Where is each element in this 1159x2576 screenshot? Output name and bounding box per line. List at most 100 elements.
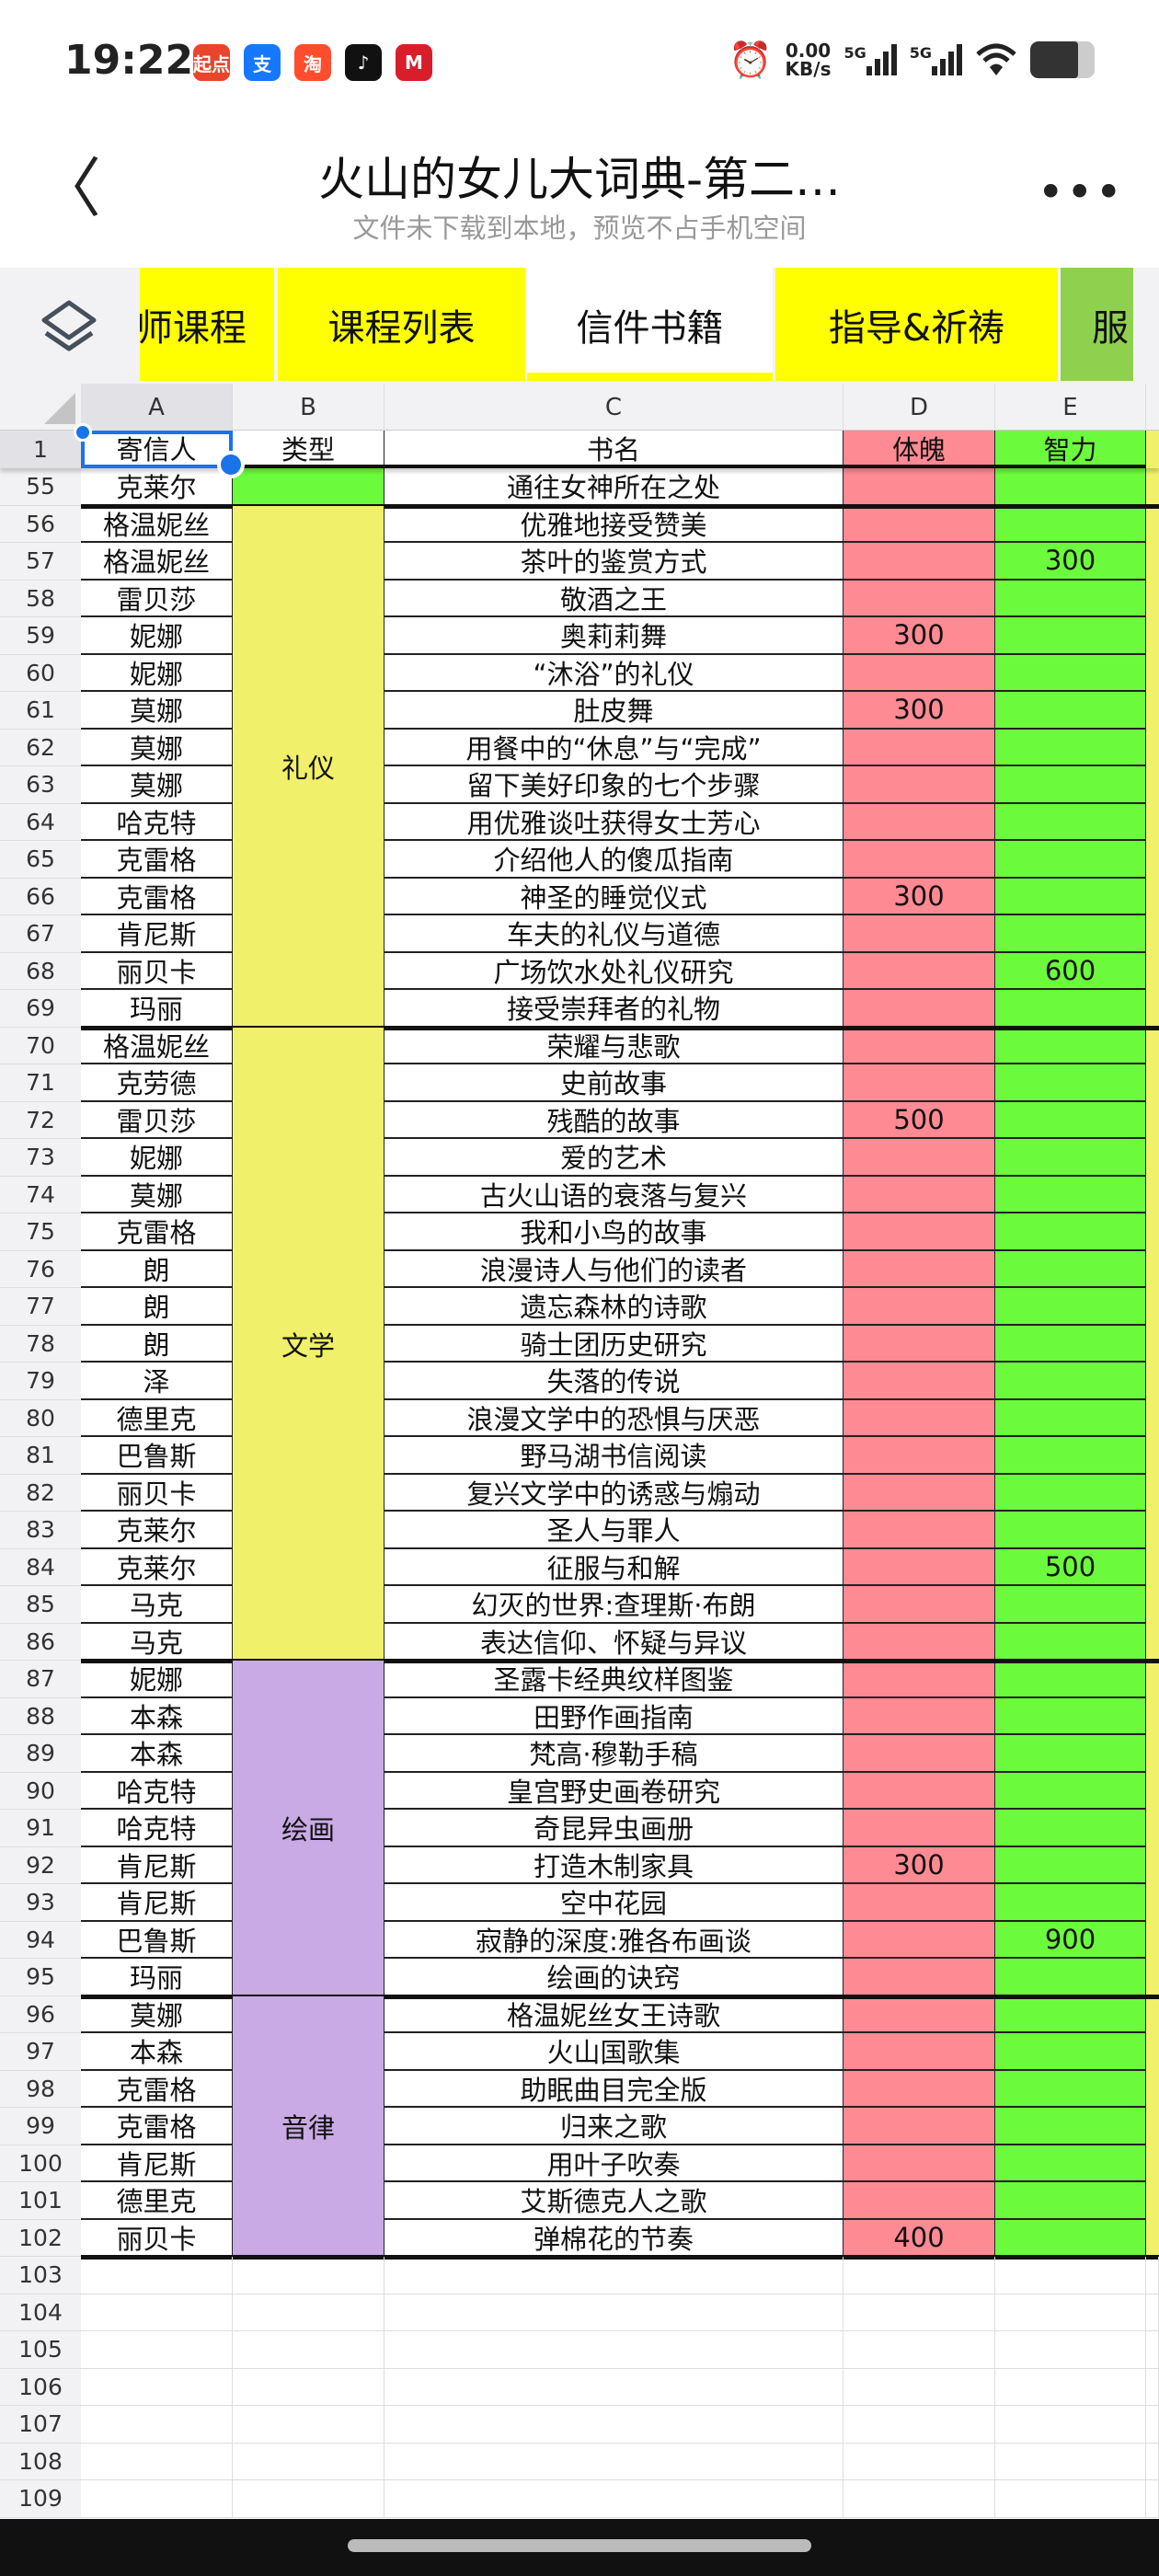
sender-cell[interactable]: 朗 — [81, 1325, 233, 1363]
empty-cell[interactable] — [1146, 2294, 1159, 2331]
empty-cell[interactable] — [384, 2368, 843, 2406]
title-cell[interactable]: 残酷的故事 — [384, 1101, 843, 1139]
sheet-tab[interactable]: 师课程 — [140, 268, 274, 381]
stamina-cell[interactable] — [843, 1139, 995, 1177]
title-cell[interactable]: 寂静的深度:雅各布画谈 — [384, 1921, 843, 1959]
sender-cell[interactable]: 哈克特 — [81, 1772, 233, 1810]
title-cell[interactable]: 梵高·穆勒手稿 — [384, 1735, 843, 1773]
intellect-cell[interactable] — [995, 841, 1146, 879]
row-header[interactable]: 56 — [0, 505, 81, 543]
empty-cell[interactable] — [995, 2406, 1146, 2444]
sender-cell[interactable]: 肯尼斯 — [81, 915, 233, 953]
row-header[interactable]: 99 — [0, 2108, 81, 2145]
column-header-B[interactable]: B — [233, 384, 384, 431]
intellect-cell[interactable] — [995, 1995, 1146, 2033]
column-header-E[interactable]: E — [995, 384, 1146, 431]
sender-cell[interactable]: 德里克 — [81, 2182, 233, 2220]
sender-cell[interactable]: 巴鲁斯 — [81, 1437, 233, 1475]
empty-cell[interactable] — [1146, 2406, 1159, 2444]
intellect-cell[interactable]: 500 — [995, 1548, 1146, 1586]
sender-cell[interactable]: 马克 — [81, 1586, 233, 1624]
sender-cell[interactable]: 丽贝卡 — [81, 952, 233, 990]
title-cell[interactable]: 弹棉花的节奏 — [384, 2219, 843, 2257]
sender-cell[interactable]: 本森 — [81, 2033, 233, 2071]
title-cell[interactable]: 表达信仰、怀疑与异议 — [384, 1623, 843, 1661]
title-cell[interactable]: 优雅地接受赞美 — [384, 505, 843, 543]
row-header[interactable]: 85 — [0, 1586, 81, 1624]
column-header-D[interactable]: D — [843, 384, 995, 431]
sender-cell[interactable]: 丽贝卡 — [81, 2219, 233, 2257]
stamina-cell[interactable] — [843, 1548, 995, 1586]
row-header[interactable]: 100 — [0, 2145, 81, 2182]
stamina-cell[interactable] — [843, 2033, 995, 2071]
title-cell[interactable]: 用叶子吹奏 — [384, 2145, 843, 2182]
row-header[interactable]: 77 — [0, 1288, 81, 1326]
stamina-cell[interactable] — [843, 1176, 995, 1213]
intellect-cell[interactable] — [995, 692, 1146, 730]
intellect-cell[interactable] — [995, 1959, 1146, 1996]
select-all-corner[interactable] — [0, 384, 81, 431]
row-header[interactable]: 69 — [0, 990, 81, 1028]
empty-cell[interactable] — [233, 2294, 384, 2331]
row-header[interactable]: 59 — [0, 617, 81, 655]
row-header[interactable]: 76 — [0, 1250, 81, 1288]
selection-handle-bottom[interactable] — [217, 451, 245, 478]
row-header[interactable]: 102 — [0, 2219, 81, 2257]
intellect-cell[interactable] — [995, 2145, 1146, 2182]
intellect-cell[interactable]: 900 — [995, 1921, 1146, 1959]
title-cell[interactable]: 肚皮舞 — [384, 692, 843, 730]
type-group-cell[interactable]: 绘画 — [233, 1661, 384, 1996]
intellect-cell[interactable] — [995, 878, 1146, 915]
intellect-cell[interactable] — [995, 729, 1146, 766]
intellect-cell[interactable] — [995, 1697, 1146, 1735]
sheet-tab[interactable]: 信件书籍 — [527, 268, 773, 381]
title-cell[interactable]: 艾斯德克人之歌 — [384, 2182, 843, 2220]
row-header[interactable]: 97 — [0, 2033, 81, 2071]
stamina-cell[interactable] — [843, 766, 995, 804]
title-cell[interactable]: 接受崇拜者的礼物 — [384, 990, 843, 1028]
row-header[interactable]: 94 — [0, 1921, 81, 1959]
empty-cell[interactable] — [843, 2257, 995, 2294]
sender-cell[interactable]: 德里克 — [81, 1399, 233, 1437]
row-header[interactable]: 66 — [0, 878, 81, 915]
empty-cell[interactable] — [81, 2331, 233, 2369]
intellect-cell[interactable] — [995, 766, 1146, 804]
empty-cell[interactable] — [1146, 2331, 1159, 2369]
empty-cell[interactable] — [81, 2294, 233, 2331]
title-cell[interactable]: 皇宫野史画卷研究 — [384, 1772, 843, 1810]
row-header[interactable]: 86 — [0, 1623, 81, 1661]
intellect-cell[interactable] — [995, 1735, 1146, 1773]
empty-cell[interactable] — [81, 2480, 233, 2518]
stamina-cell[interactable] — [843, 1959, 995, 1996]
stamina-cell[interactable] — [843, 1325, 995, 1363]
title-cell[interactable]: 火山国歌集 — [384, 2033, 843, 2071]
title-cell[interactable]: 奇昆异虫画册 — [384, 1810, 843, 1847]
stamina-cell[interactable] — [843, 1474, 995, 1512]
row-header[interactable]: 62 — [0, 729, 81, 766]
title-cell[interactable]: 古火山语的衰落与复兴 — [384, 1176, 843, 1213]
row-header[interactable]: 92 — [0, 1846, 81, 1884]
intellect-cell[interactable] — [995, 1884, 1146, 1922]
sender-cell[interactable]: 妮娜 — [81, 654, 233, 692]
type-group-cell[interactable]: 礼仪 — [233, 505, 384, 1028]
title-cell[interactable]: 失落的传说 — [384, 1363, 843, 1400]
intellect-cell[interactable] — [995, 1586, 1146, 1624]
title-cell[interactable]: 助眠曲目完全版 — [384, 2070, 843, 2108]
row-header[interactable]: 72 — [0, 1101, 81, 1139]
sender-cell[interactable]: 克莱尔 — [81, 468, 233, 506]
row-header[interactable]: 79 — [0, 1363, 81, 1400]
row-header[interactable]: 81 — [0, 1437, 81, 1475]
stamina-cell[interactable]: 300 — [843, 617, 995, 655]
type-group-cell[interactable] — [233, 468, 384, 506]
sender-cell[interactable]: 朗 — [81, 1288, 233, 1326]
row-header[interactable]: 96 — [0, 1995, 81, 2033]
row-header[interactable]: 88 — [0, 1697, 81, 1735]
empty-cell[interactable] — [384, 2331, 843, 2369]
title-cell[interactable]: 复兴文学中的诱惑与煽动 — [384, 1474, 843, 1512]
stamina-cell[interactable]: 300 — [843, 878, 995, 915]
stamina-cell[interactable] — [843, 1437, 995, 1475]
header-cell[interactable]: 智力 — [995, 431, 1146, 468]
row-header[interactable]: 78 — [0, 1325, 81, 1363]
empty-cell[interactable] — [843, 2406, 995, 2444]
row-header[interactable]: 70 — [0, 1027, 81, 1064]
